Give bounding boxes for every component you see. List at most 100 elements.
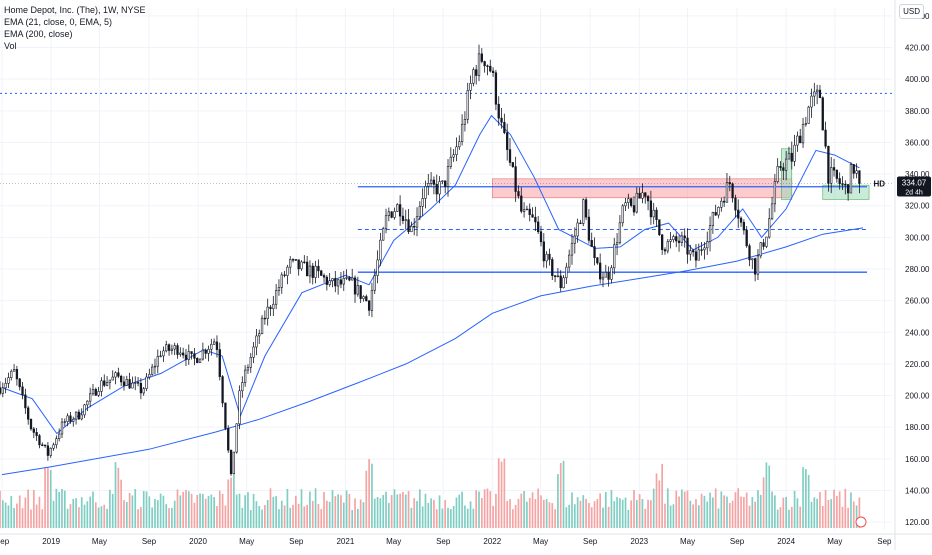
volume-bar	[373, 498, 376, 528]
candle	[280, 272, 283, 294]
candle	[427, 173, 430, 196]
candle-body-down	[511, 162, 514, 167]
volume-bar	[221, 493, 224, 528]
candle-body-up	[410, 225, 413, 233]
volume-bar	[771, 491, 773, 528]
candle-body-up	[396, 204, 399, 212]
volume-bar	[117, 467, 120, 528]
volume-bar	[709, 492, 711, 528]
candle-body-down	[827, 145, 830, 184]
candle	[649, 190, 653, 225]
volume-bar	[328, 501, 331, 528]
candle-body-up	[153, 365, 157, 368]
candle	[601, 272, 605, 288]
volume-bar	[506, 500, 509, 528]
candle-body-up	[784, 158, 788, 171]
volume-bar	[480, 498, 483, 528]
time-tick-label: 2020	[189, 537, 207, 546]
candle	[486, 64, 489, 76]
volume-bar	[171, 507, 173, 528]
candle-body-up	[717, 206, 720, 216]
candle-body-up	[255, 335, 258, 348]
candle-body-down	[821, 97, 824, 131]
candle	[832, 158, 836, 177]
volume-bar	[452, 505, 455, 528]
volume-bar	[847, 507, 849, 528]
candle	[441, 180, 444, 185]
price-tick-label: 380.00	[905, 107, 930, 116]
candle	[779, 160, 782, 171]
candle-body-down	[779, 166, 782, 168]
candle	[686, 228, 689, 264]
volume-bar	[69, 504, 72, 528]
candle-body-up	[125, 379, 128, 386]
candle-body-up	[170, 348, 174, 351]
volume-bar	[199, 493, 201, 528]
candle	[700, 241, 703, 256]
candle-body-up	[207, 348, 210, 354]
volume-bar	[283, 505, 286, 528]
candle	[117, 367, 120, 379]
candle-body-down	[475, 69, 478, 76]
candle	[830, 157, 833, 194]
candle-body-up	[274, 290, 278, 305]
candle	[63, 418, 66, 427]
candle	[661, 234, 664, 255]
volume-bar	[162, 495, 165, 528]
volume-bar	[706, 501, 709, 528]
candle-body-down	[353, 277, 357, 295]
candle	[15, 365, 19, 386]
candle-body-down	[184, 354, 188, 360]
candle	[472, 67, 475, 87]
candle	[553, 275, 557, 283]
volume-bar	[478, 491, 480, 528]
candle	[615, 232, 619, 256]
candle-body-down	[94, 389, 97, 396]
volume-bar	[545, 499, 548, 528]
legend-symbol[interactable]: Home Depot, Inc. (The), 1W, NYSE	[4, 5, 146, 15]
candle	[139, 378, 143, 400]
candle	[153, 358, 157, 375]
volume-bar	[517, 498, 520, 528]
volume-bar	[297, 503, 300, 528]
ema-21-line	[1, 114, 860, 435]
volume-bar	[492, 505, 494, 528]
candle	[418, 201, 421, 221]
volume-bar	[616, 496, 618, 528]
candle	[398, 195, 402, 226]
candle-body-up	[55, 438, 58, 446]
candle	[311, 262, 314, 285]
legend-ema-slow[interactable]: EMA (200, close)	[4, 29, 73, 39]
candle-body-up	[89, 393, 92, 402]
candle	[198, 358, 202, 363]
candle-body-down	[762, 242, 765, 247]
candle	[384, 208, 388, 234]
candle-body-up	[624, 202, 627, 207]
volume-bar	[681, 489, 683, 528]
candle	[170, 344, 174, 355]
legend-volume[interactable]: Vol	[4, 41, 17, 51]
candle-body-down	[559, 275, 562, 289]
currency-badge[interactable]: USD	[899, 4, 924, 19]
candle-body-down	[537, 221, 540, 233]
candle-body-up	[97, 391, 100, 396]
volume-bar	[647, 499, 649, 528]
volume-bar	[430, 498, 432, 528]
legend-ema-fast[interactable]: EMA (21, close, 0, EMA, 5)	[4, 17, 113, 27]
candle-body-up	[134, 382, 137, 384]
candle-body-down	[506, 132, 509, 150]
volume-bar	[633, 489, 635, 528]
volume-bar	[109, 489, 111, 528]
volume-bar	[145, 491, 148, 528]
candle	[491, 67, 495, 77]
candle-body-up	[91, 389, 95, 395]
candle-body-down	[269, 306, 272, 309]
volume-bar	[317, 504, 320, 528]
candle	[407, 208, 410, 234]
candle	[241, 376, 244, 398]
candle	[607, 266, 610, 287]
volume-bar	[542, 499, 545, 528]
volume-bar	[754, 501, 756, 528]
